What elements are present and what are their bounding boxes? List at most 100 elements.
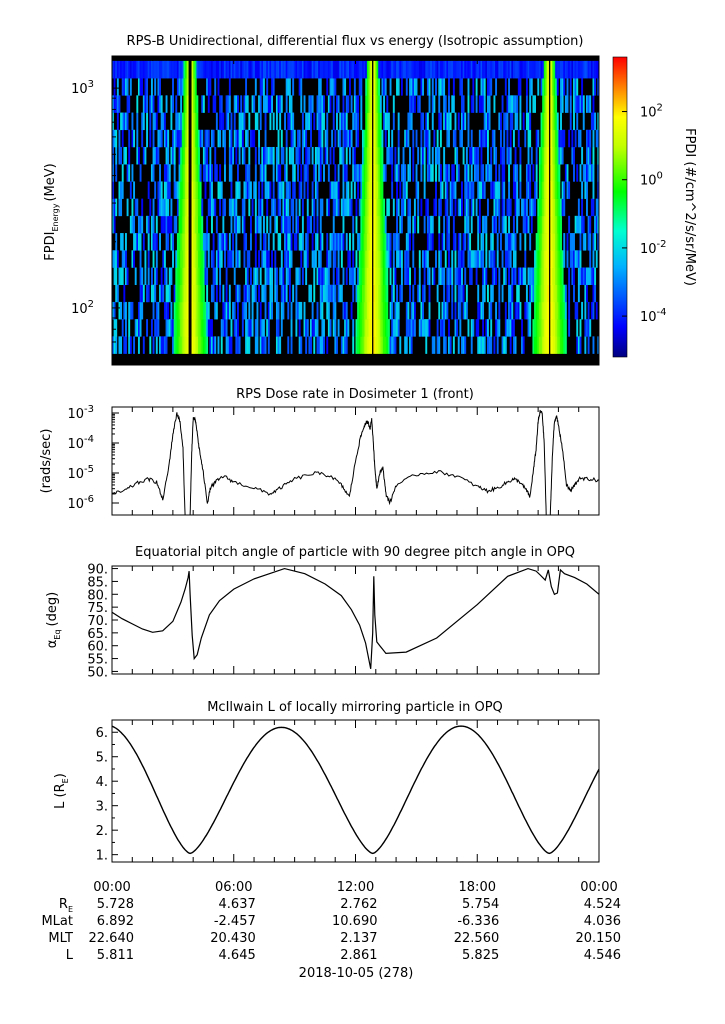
spectrogram-cell	[451, 267, 454, 286]
spectrogram-cell	[285, 215, 288, 234]
spectrogram-cell	[219, 233, 222, 251]
spectrogram-cell	[555, 233, 558, 251]
spectrogram-cell	[470, 267, 473, 286]
spectrogram-cell	[193, 95, 196, 113]
spectrogram-cell	[561, 60, 564, 79]
spectrogram-cell	[209, 198, 212, 217]
spectrogram-cell	[381, 164, 384, 182]
spectrogram-cell	[550, 284, 553, 303]
spectrogram-cell	[512, 129, 515, 148]
spectrogram-cell	[176, 233, 179, 251]
spectrogram-cell	[545, 233, 548, 251]
spectrogram-cell	[279, 336, 282, 354]
spectrogram-cell	[521, 319, 523, 337]
spectrogram-cell	[409, 198, 411, 217]
spectrogram-cell	[185, 181, 187, 199]
spectrogram-cell	[201, 319, 204, 337]
spectrogram-cell	[592, 233, 595, 251]
spectrogram-cell	[477, 181, 480, 199]
spectrogram-cell	[584, 164, 587, 182]
spectrogram-cell	[178, 181, 181, 199]
spectrogram-cell	[558, 267, 561, 286]
spectrogram-cell	[387, 112, 390, 131]
spectrogram-cell	[337, 198, 340, 217]
spectrogram-cell	[509, 250, 512, 268]
spectrogram-cell	[292, 215, 295, 234]
spectrogram-cell	[168, 284, 171, 303]
spectrogram-cell	[301, 233, 304, 251]
spectrogram-cell	[370, 60, 373, 79]
spectrogram-cell	[246, 336, 249, 354]
spectrogram-cell	[137, 336, 140, 354]
spectrogram-cell	[597, 112, 599, 131]
spectrogram-cell	[482, 319, 485, 337]
spectrogram-cell	[399, 181, 402, 199]
spectrogram-cell	[503, 215, 506, 234]
spectrogram-cell	[340, 250, 343, 268]
spectrogram-cell	[241, 198, 244, 217]
spectrogram-cell	[204, 250, 207, 268]
spectrogram-cell	[454, 319, 457, 337]
spectrogram-cell	[478, 215, 481, 234]
spectrogram-cell	[254, 284, 257, 303]
spectrogram-cell	[563, 336, 566, 354]
spectrogram-cell	[540, 146, 543, 165]
spectrogram-cell	[259, 233, 262, 251]
ephemeris-value: -6.336	[457, 914, 499, 929]
spectrogram-cell	[573, 146, 575, 165]
spectrogram-cell	[595, 215, 598, 234]
spectrogram-cell	[295, 284, 298, 303]
spectrogram-cell	[480, 129, 483, 148]
spectrogram-cell	[228, 146, 231, 165]
spectrogram-cell	[180, 233, 183, 251]
spectrogram-cell	[180, 267, 183, 286]
spectrogram-cell	[538, 181, 541, 199]
spectrogram-cell	[285, 146, 288, 165]
spectrogram-cell	[482, 284, 485, 303]
spectrogram-cell	[249, 215, 252, 234]
spectrogram-cell	[126, 60, 129, 79]
spectrogram-cell	[459, 267, 462, 286]
spectrogram-cell	[470, 250, 473, 268]
spectrogram-cell	[464, 233, 467, 251]
spectrogram-cell	[141, 60, 144, 79]
spectrogram-cell	[337, 284, 340, 303]
spectrogram-cell	[508, 146, 511, 165]
spectrogram-cell	[194, 181, 197, 199]
spectrogram-cell	[126, 164, 129, 182]
spectrogram-cell	[298, 198, 301, 217]
spectrogram-cell	[319, 336, 322, 354]
spectrogram-cell	[550, 319, 553, 337]
spectrogram-cell	[233, 319, 236, 337]
spectrogram-cell	[115, 250, 118, 268]
spectrogram-cell	[363, 233, 366, 251]
spectrogram-cell	[245, 233, 248, 251]
spectrogram-cell	[363, 129, 366, 148]
spectrogram-cell	[587, 267, 590, 286]
spectrogram-cell	[261, 146, 264, 165]
spectrogram-cell	[186, 250, 189, 268]
spectrogram-cell	[360, 181, 363, 199]
spectrogram-cell	[300, 181, 303, 199]
spectrogram-cell	[129, 60, 132, 79]
spectrogram-cell	[363, 181, 366, 199]
spectrogram-cell	[293, 181, 296, 199]
spectrogram-cell	[327, 164, 330, 182]
spectrogram-cell	[524, 267, 527, 286]
spectrogram-cell	[472, 146, 475, 165]
spectrogram-cell	[508, 319, 511, 337]
spectrogram-cell	[340, 336, 343, 354]
spectrogram-cell	[461, 95, 463, 113]
spectrogram-cell	[357, 319, 360, 337]
spectrogram-cell	[301, 198, 304, 217]
spectrogram-cell	[318, 78, 321, 96]
spectrogram-cell	[191, 60, 194, 79]
spectrogram-cell	[324, 129, 327, 148]
spectrogram-cell	[360, 250, 363, 268]
spectrogram-cell	[555, 198, 558, 217]
spectrogram-cell	[233, 129, 236, 148]
spectrogram-cell	[339, 129, 342, 148]
spectrogram-cell	[219, 112, 222, 131]
spectrogram-cell	[457, 250, 460, 268]
spectrogram-cell	[535, 60, 538, 79]
